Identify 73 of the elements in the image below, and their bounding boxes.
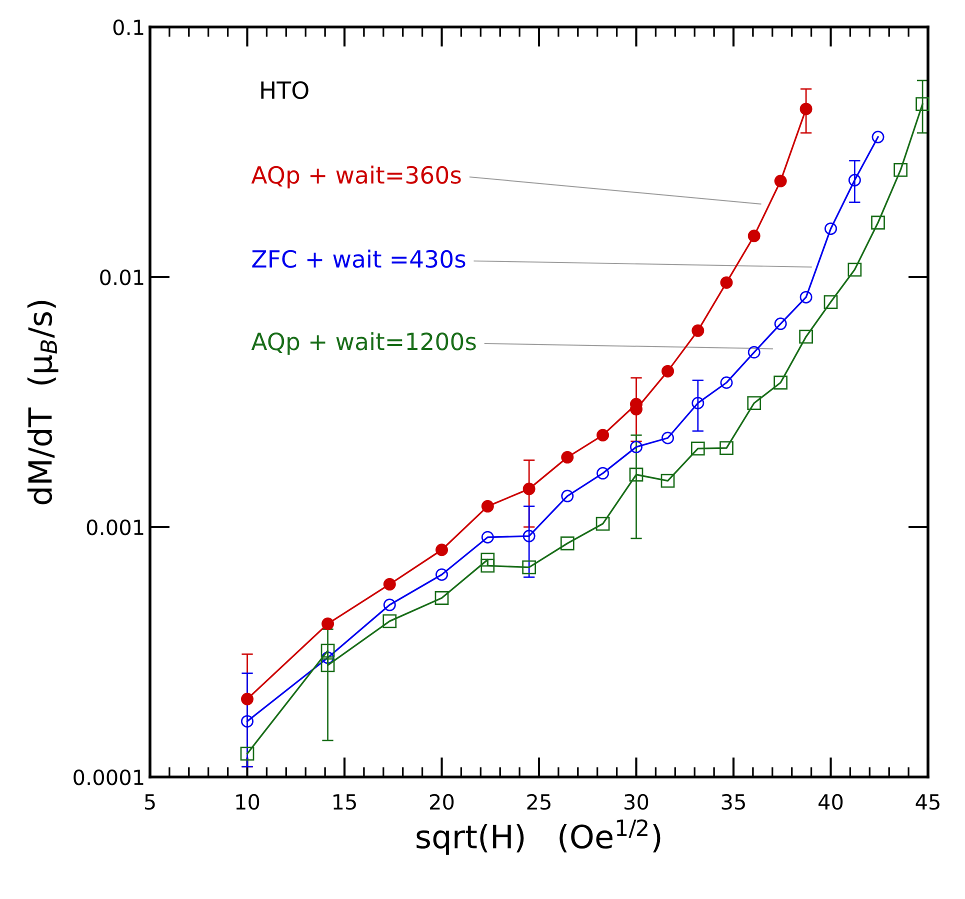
x-tick-label: 20 (430, 794, 454, 810)
point (748, 346, 760, 359)
x-tick-label: 40 (818, 794, 843, 810)
x-tick-label: 15 (334, 794, 356, 810)
point (720, 376, 733, 389)
point (720, 276, 733, 289)
point (560, 536, 574, 550)
y-tick-label: 0.001 (86, 519, 144, 536)
point (774, 318, 787, 330)
point (522, 530, 536, 542)
point (383, 578, 396, 591)
point (480, 558, 495, 573)
y-tick-label: 0.01 (100, 269, 144, 286)
point (720, 441, 734, 455)
point (241, 692, 254, 706)
point (630, 440, 642, 454)
point (872, 130, 884, 144)
point (240, 746, 254, 761)
point (320, 644, 335, 658)
point (800, 290, 812, 304)
point (748, 230, 760, 242)
point (436, 568, 448, 581)
point (799, 330, 813, 344)
point (774, 376, 788, 390)
point (824, 295, 838, 309)
point (848, 174, 861, 186)
x-tick-label: 10 (236, 794, 260, 810)
point (800, 102, 812, 116)
point (596, 428, 610, 442)
point (481, 530, 494, 544)
point (241, 715, 254, 728)
y-tick-label: 0.0001 (74, 769, 144, 786)
point (690, 442, 705, 456)
point (561, 490, 574, 502)
point (871, 216, 885, 230)
point (434, 591, 449, 605)
point (596, 467, 610, 480)
text: AQp + wait=1200s (251, 332, 476, 355)
point (629, 468, 644, 482)
point (320, 658, 335, 672)
point (561, 451, 574, 464)
point (848, 262, 862, 277)
point (383, 598, 396, 612)
text: AQp + wait=360s (251, 166, 461, 188)
point (322, 651, 334, 664)
text: ZFC + wait =430s (252, 250, 466, 268)
annotation: HTO (261, 81, 308, 100)
point (824, 222, 837, 235)
point (747, 396, 762, 410)
x-tick-label: 25 (527, 794, 550, 810)
y-tick-label: 0.1 (113, 19, 144, 36)
point (522, 560, 536, 574)
point (774, 174, 787, 188)
point (662, 364, 674, 378)
x-axis-title: sqrt(H) (Oe$^{1/2}$) (416, 819, 660, 855)
x-tick-label: 30 (624, 794, 648, 810)
x-tick-label: 35 (722, 794, 745, 810)
point (481, 500, 494, 513)
point (480, 552, 495, 567)
x-tick-label: 45 (916, 794, 940, 810)
x-tick-label: 5 (144, 794, 155, 810)
point (322, 618, 334, 630)
point (662, 432, 674, 444)
point (436, 544, 448, 556)
point (522, 482, 536, 496)
point (382, 614, 397, 628)
point (596, 516, 610, 531)
point (916, 97, 930, 111)
point (692, 324, 704, 337)
point (894, 163, 908, 177)
y-axis-title: dM/dT (μ$_{B}$/s) (27, 300, 58, 504)
point (660, 474, 675, 488)
point (692, 396, 704, 410)
